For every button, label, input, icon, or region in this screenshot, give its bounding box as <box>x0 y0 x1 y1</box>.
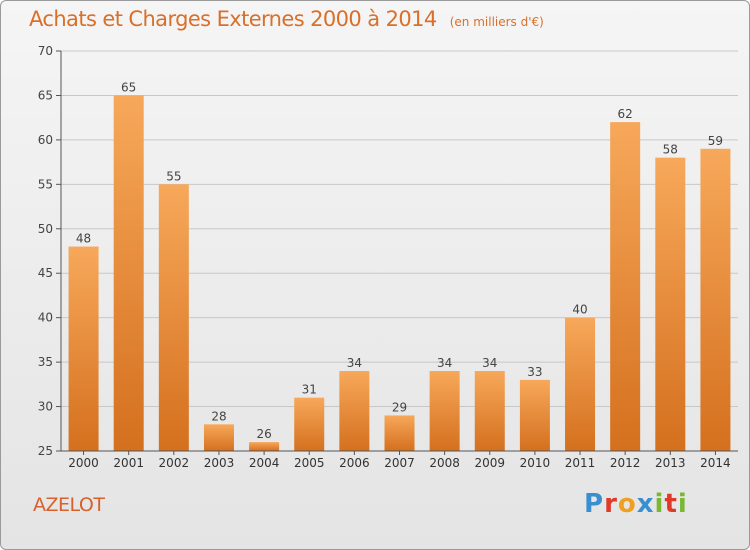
y-tick-label: 35 <box>38 355 53 369</box>
chart-title: Achats et Charges Externes 2000 à 2014 <box>29 7 437 31</box>
bar-value-label: 29 <box>392 400 407 414</box>
commune-name: AZELOT <box>33 494 105 516</box>
x-tick-label: 2006 <box>339 456 370 470</box>
bar-value-label: 65 <box>121 80 136 94</box>
bar-2003 <box>203 424 234 451</box>
y-tick-label: 60 <box>38 133 53 147</box>
bar-2006 <box>339 371 370 451</box>
logo-letter: o <box>617 489 637 519</box>
logo-letter: x <box>636 489 655 519</box>
bar-value-label: 34 <box>437 356 452 370</box>
logo-letter: i <box>677 489 688 519</box>
bar-value-label: 34 <box>482 356 497 370</box>
bar-value-label: 31 <box>302 383 317 397</box>
bar-2012 <box>610 122 641 451</box>
x-tick-label: 2012 <box>610 456 641 470</box>
chart-title-block: Achats et Charges Externes 2000 à 2014 (… <box>29 7 544 31</box>
logo-letter: i <box>654 489 665 519</box>
x-tick-label: 2007 <box>384 456 415 470</box>
bar-2005 <box>294 397 325 451</box>
bar-value-label: 62 <box>618 107 633 121</box>
y-tick-label: 30 <box>38 400 53 414</box>
bar-value-label: 58 <box>663 143 678 157</box>
proxiti-logo[interactable]: Proxiti <box>584 489 688 519</box>
bar-value-label: 55 <box>166 169 181 183</box>
bar-value-label: 59 <box>708 134 723 148</box>
bar-2010 <box>519 379 550 451</box>
bar-value-label: 26 <box>256 427 271 441</box>
x-tick-label: 2001 <box>113 456 144 470</box>
x-tick-label: 2011 <box>565 456 596 470</box>
x-tick-label: 2000 <box>68 456 99 470</box>
bar-value-label: 48 <box>76 232 91 246</box>
x-tick-label: 2003 <box>204 456 235 470</box>
x-tick-label: 2004 <box>249 456 280 470</box>
bar-2011 <box>565 317 596 451</box>
x-tick-label: 2002 <box>159 456 190 470</box>
chart-unit: (en milliers d'€) <box>449 15 544 29</box>
bars: 48 65 55 28 26 31 34 29 34 34 33 40 62 58 59 <box>68 80 731 452</box>
y-tick-label: 50 <box>38 222 53 236</box>
x-tick-label: 2008 <box>429 456 460 470</box>
bar-value-label: 33 <box>527 365 542 379</box>
bar-value-label: 34 <box>347 356 362 370</box>
y-tick-label: 40 <box>38 311 53 325</box>
y-tick-label: 25 <box>38 444 53 458</box>
x-tick-label: 2010 <box>520 456 551 470</box>
y-tick-label: 65 <box>38 88 53 102</box>
bar-value-label: 40 <box>572 303 587 317</box>
y-tick-label: 45 <box>38 266 53 280</box>
x-tick-label: 2005 <box>294 456 325 470</box>
x-tick-label: 2013 <box>655 456 686 470</box>
bar-2008 <box>429 371 460 451</box>
bar-2014 <box>700 148 731 451</box>
logo-letter: t <box>664 489 678 519</box>
x-tick-label: 2009 <box>474 456 505 470</box>
logo-letter: P <box>584 489 605 519</box>
bar-2002 <box>158 184 189 452</box>
y-tick-label: 55 <box>38 177 53 191</box>
bar-2000 <box>68 246 99 451</box>
bar-2009 <box>474 371 505 451</box>
bar-2007 <box>384 415 415 451</box>
y-tick-label: 70 <box>38 44 53 58</box>
logo-letter: r <box>604 489 618 519</box>
bar-2004 <box>249 442 280 451</box>
bar-2013 <box>655 157 686 451</box>
x-tick-label: 2014 <box>700 456 731 470</box>
bar-value-label: 28 <box>211 409 226 423</box>
axes: 25 30 35 40 45 50 55 60 65 70 2000 2001 2002 2003 2004… <box>38 44 738 470</box>
bar-2001 <box>113 95 144 451</box>
